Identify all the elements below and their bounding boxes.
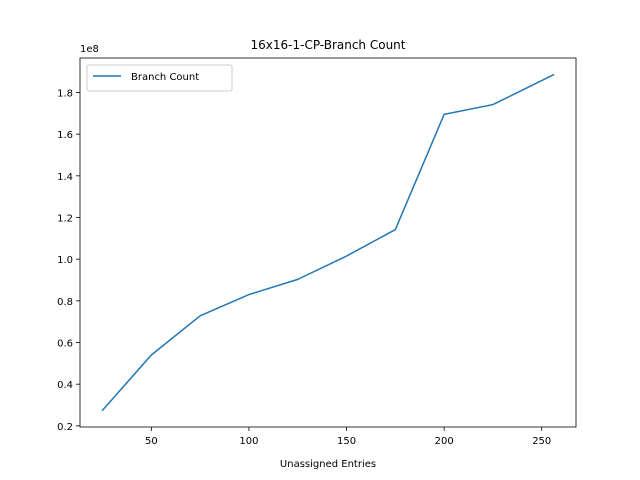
y-scale-offset-label: 1e8 [80,44,99,55]
series-line-branch-count [101,73,555,412]
chart-title: 16x16-1-CP-Branch Count [251,38,406,52]
y-tick-label: 1.8 [57,88,73,99]
x-tick-label: 100 [239,436,258,447]
y-tick-label: 0.8 [57,297,73,308]
y-tick-label: 1.0 [57,255,73,266]
x-tick-label: 50 [145,436,158,447]
plot-frame [79,57,577,428]
plot-area: 50 100 150 200 250 0.2 0.4 0.6 0.8 1.0 1.2 1.4 1.6 1.… [57,57,577,447]
y-tick-label: 0.2 [57,422,73,433]
x-axis-title: Unassigned Entries [280,459,376,470]
legend-label: Branch Count [131,72,199,83]
y-tick-label: 1.4 [57,172,73,183]
y-tick-label: 0.4 [57,380,73,391]
y-tick-label: 0.6 [57,339,73,350]
legend-box [86,64,233,92]
y-tick-label: 1.6 [57,130,73,141]
x-tick-label: 250 [532,436,551,447]
x-tick-label: 200 [435,436,454,447]
y-tick-label: 1.2 [57,213,73,224]
x-tick-label: 150 [337,436,356,447]
legend: Branch Count [86,64,233,92]
